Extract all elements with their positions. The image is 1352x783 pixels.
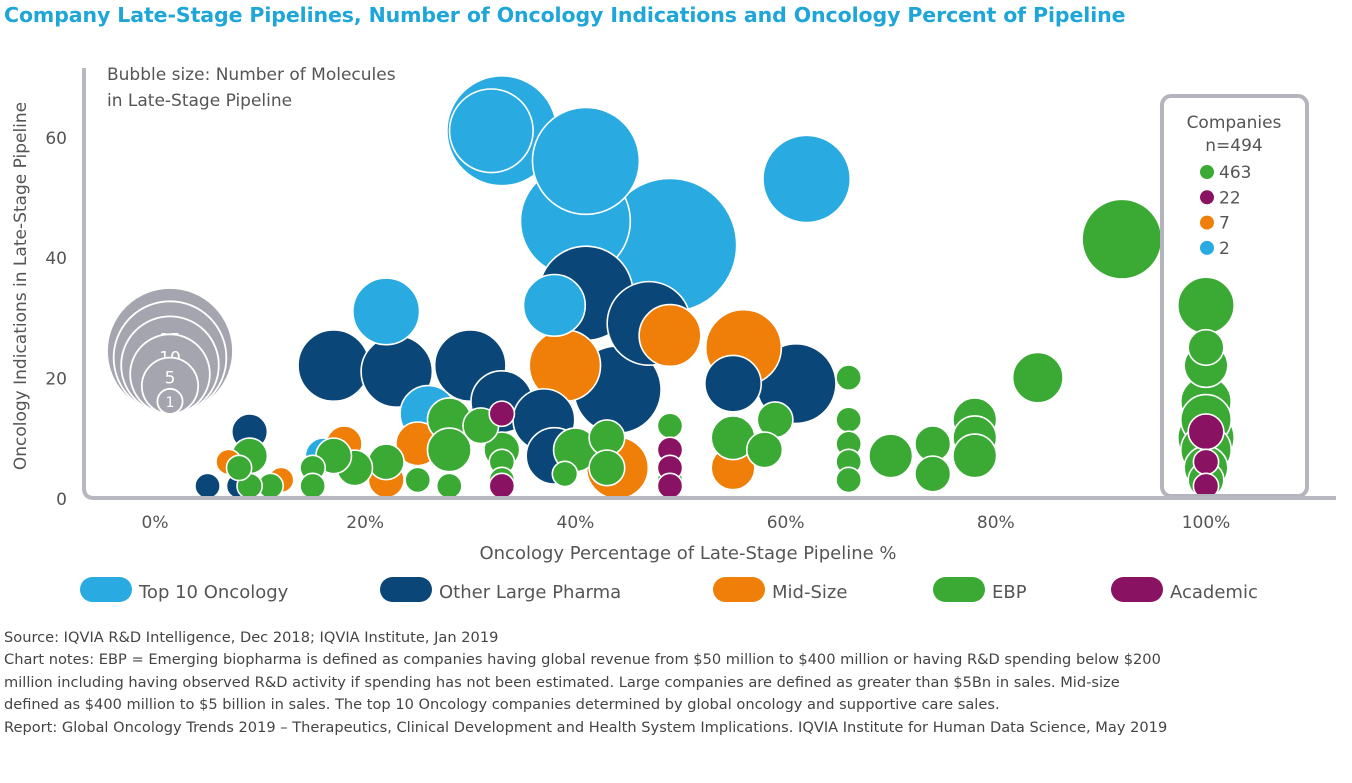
bubble-plot-area	[194, 75, 1235, 500]
legend-swatch-mid-size	[713, 577, 765, 602]
bubble-ebp-57	[367, 443, 405, 481]
companies-count-top-10-oncology: 2	[1219, 239, 1230, 259]
bubble-top-10-oncology-17	[522, 273, 587, 338]
legend-label-mid-size: Mid-Size	[772, 582, 847, 603]
chart-title: Company Late-Stage Pipelines, Number of …	[4, 3, 1126, 27]
bubble-ebp-74	[551, 460, 579, 488]
bubble-chart: Bubble size: Number of Molecules in Late-…	[11, 65, 1336, 603]
x-axis-line	[82, 487, 1336, 500]
bubble-other-large-pharma-12	[297, 329, 371, 402]
bubble-academic-88	[656, 472, 684, 500]
size-key-label-1: 1	[166, 395, 175, 411]
y-tick-label-40: 40	[45, 249, 67, 269]
x-tick-label-20: 20%	[346, 513, 384, 533]
legend-swatch-academic	[1111, 577, 1163, 602]
legend-label-other-large-pharma: Other Large Pharma	[439, 582, 621, 603]
bubble-academic-90	[488, 472, 516, 500]
legend-swatch-top-10-oncology	[80, 577, 132, 602]
x-tick-label-60: 60%	[767, 513, 805, 533]
y-tick-label-60: 60	[45, 129, 67, 149]
bubble-ebp-66	[835, 364, 863, 392]
x-tick-label-80: 80%	[977, 513, 1015, 533]
bubble-top-10-oncology-5	[762, 134, 852, 224]
bubble-ebp-30	[1011, 351, 1064, 404]
bubble-ebp-71	[656, 412, 684, 440]
companies-count-ebp: 463	[1219, 163, 1251, 183]
companies-dot-ebp	[1200, 165, 1214, 179]
y-tick-label-20: 20	[45, 370, 67, 390]
y-tick-label-0: 0	[56, 490, 67, 510]
bubble-ebp-50	[914, 455, 952, 493]
bubble-ebp-77	[435, 472, 463, 500]
legend-label-top-10-oncology: Top 10 Oncology	[138, 582, 289, 603]
source-note: Source: IQVIA R&D Intelligence, Dec 2018…	[4, 629, 499, 646]
bubble-academic-84	[1192, 448, 1220, 476]
bubble-other-large-pharma-62	[194, 472, 221, 500]
size-key-title-line-2: in Late-Stage Pipeline	[107, 91, 292, 111]
chart-axes: 0 20 40 60 0% 20% 40% 60% 80% 100% Oncology Percen…	[11, 68, 1336, 564]
bubble-ebp-80	[299, 472, 327, 500]
legend-label-academic: Academic	[1170, 582, 1258, 603]
bubble-ebp-83	[225, 454, 253, 482]
companies-count-mid-size: 7	[1219, 214, 1230, 234]
series-legend: Top 10 Oncology Other Large Pharma Mid-Siz…	[80, 577, 1258, 603]
x-tick-label-40: 40%	[557, 513, 595, 533]
y-axis-title: Oncology Indications in Late-Stage Pipel…	[11, 102, 31, 470]
chart-notes: Source: IQVIA R&D Intelligence, Dec 2018…	[4, 627, 1344, 739]
bubble-mid-size-20	[638, 303, 702, 368]
report-note: Report: Global Oncology Trends 2019 – Th…	[4, 718, 1168, 736]
bubble-ebp-54	[588, 449, 626, 487]
bubble-academic-61	[1187, 413, 1225, 451]
companies-box-total: n=494	[1205, 136, 1262, 156]
x-axis-title: Oncology Percentage of Late-Stage Pipeli…	[479, 543, 896, 564]
bubble-top-10-oncology-3	[531, 106, 641, 216]
bubble-academic-89	[488, 400, 516, 428]
chart-notes-line-2: million including having observed R&D ac…	[4, 673, 1120, 691]
companies-box-title: Companies	[1187, 113, 1282, 133]
chart-notes-line-1: Chart notes: EBP = Emerging biopharma is…	[4, 651, 1161, 669]
companies-dot-mid-size	[1200, 215, 1214, 230]
bubble-ebp-52	[745, 431, 784, 469]
bubble-top-10-oncology-16	[352, 277, 421, 346]
bubble-ebp-37	[952, 433, 998, 479]
bubble-size-key: Bubble size: Number of Molecules in Late-…	[106, 65, 396, 415]
bubble-ebp-25	[1177, 276, 1235, 335]
bubble-ebp-38	[868, 433, 914, 479]
bubble-ebp-67	[835, 406, 863, 434]
bubble-ebp-42	[426, 427, 472, 473]
bubble-ebp-47	[1187, 328, 1225, 367]
size-key-title-line-1: Bubble size: Number of Molecules	[107, 65, 396, 85]
legend-label-ebp: EBP	[992, 582, 1027, 603]
bubble-ebp-70	[835, 466, 863, 494]
x-tick-label-0: 0%	[142, 513, 169, 533]
chart-notes-line-3: defined as $400 million to $5 billion in…	[4, 696, 1000, 714]
bubble-ebp-10	[1081, 198, 1163, 280]
companies-dot-top-10-oncology	[1200, 240, 1214, 255]
bubble-top-10-oncology-7	[448, 88, 534, 174]
companies-dot-academic	[1200, 190, 1214, 205]
size-key-label-5: 5	[165, 369, 176, 389]
bubble-ebp-78	[404, 466, 432, 494]
legend-swatch-ebp	[933, 577, 985, 602]
legend-swatch-other-large-pharma	[380, 577, 432, 602]
x-tick-label-100: 100%	[1182, 513, 1231, 533]
companies-count-academic: 22	[1219, 188, 1241, 208]
bubble-other-large-pharma-24	[704, 354, 763, 413]
size-key-bubble-1	[156, 387, 184, 415]
